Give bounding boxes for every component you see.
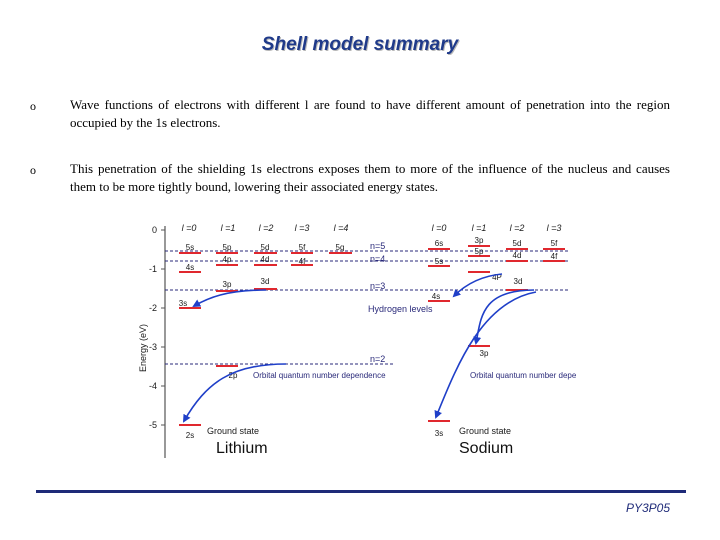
footer-course-code: PY3P05 [625, 501, 670, 515]
lithium-level-label: 3d [261, 277, 270, 286]
lithium-column-header: l =0 [182, 223, 197, 233]
y-tick-label: -5 [149, 420, 157, 430]
sodium-level-label: 5s [435, 257, 443, 266]
sodium-level-label: 5f [551, 239, 558, 248]
hydrogen-level-label: n=3 [370, 281, 385, 291]
sodium-level-label: 3p [480, 349, 489, 358]
lithium-level-label: 4p [223, 255, 232, 264]
lithium-level-label: 4f [299, 257, 306, 266]
lithium-level-label: 4d [261, 255, 270, 264]
lithium-penetration-arrow [192, 289, 267, 307]
sodium-level-label: 3d [514, 277, 523, 286]
bullet-text-penetration: Wave functions of electrons with differe… [70, 97, 670, 130]
sodium-orbital-note: Orbital quantum number dependence [470, 371, 576, 380]
lithium-level-label: 5p [223, 243, 232, 252]
sodium-level-label: 4f [551, 252, 558, 261]
footer-divider [36, 490, 686, 493]
sodium-level-label: 5d [513, 239, 522, 248]
sodium-column-header: l =0 [432, 223, 447, 233]
sodium-title: Sodium [459, 440, 513, 457]
lithium-orbital-note: Orbital quantum number dependence [253, 371, 386, 380]
lithium-level-label: 3p [223, 280, 232, 289]
sodium-level-label: 4s [432, 292, 440, 301]
lithium-level-label: 5s [186, 243, 194, 252]
y-tick-label: 0 [152, 225, 157, 235]
lithium-column-header: l =2 [259, 223, 274, 233]
sodium-column-header: l =1 [472, 223, 487, 233]
sodium-level-label: 4d [513, 251, 522, 260]
sodium-penetration-arrow [452, 273, 503, 298]
y-axis-label: Energy (eV) [138, 324, 148, 372]
bullet-marker: o [30, 163, 36, 177]
sodium-level-label: 3p [475, 236, 484, 245]
lithium-level-label: 4s [186, 263, 194, 272]
energy-level-diagram: 0 -1 -2 -3 -4 -5 Energy (eV) l =0 l =1 l… [138, 223, 576, 458]
lithium-title: Lithium [216, 440, 268, 457]
lithium-column-header: l =4 [334, 223, 349, 233]
y-tick-label: -1 [149, 264, 157, 274]
lithium-level-label: 3s [179, 299, 187, 308]
hydrogen-level-label: n=5 [370, 241, 385, 251]
sodium-ground-state-label: Ground state [459, 426, 511, 436]
lithium-level-label: 2p [229, 371, 238, 380]
lithium-column-header: l =1 [221, 223, 236, 233]
sodium-column-header: l =2 [510, 223, 525, 233]
sodium-level-label: 3s [435, 429, 443, 438]
hydrogen-level-label: n=4 [370, 254, 385, 264]
slide-title: Shell model summary [261, 34, 459, 55]
lithium-level-label: 5g [336, 243, 345, 252]
lithium-level-label: 5f [299, 243, 306, 252]
lithium-ground-arrow [182, 363, 287, 423]
sodium-ground-arrow [434, 291, 537, 419]
bullet-text-shielding: This penetration of the shielding 1s ele… [70, 161, 670, 194]
lithium-level-label: 2s [186, 431, 194, 440]
sodium-3p-arrow [473, 289, 535, 345]
sodium-column-header: l =3 [547, 223, 562, 233]
lithium-level-label: 5d [261, 243, 270, 252]
sodium-level-label: 4P [492, 273, 502, 282]
y-tick-label: -4 [149, 381, 157, 391]
lithium-column-header: l =3 [295, 223, 310, 233]
bullet-marker: o [30, 99, 36, 113]
lithium-ground-state-label: Ground state [207, 426, 259, 436]
y-tick-label: -2 [149, 303, 157, 313]
hydrogen-levels-label: Hydrogen levels [368, 304, 433, 314]
sodium-level-label: 5p [475, 247, 484, 256]
hydrogen-level-label: n=2 [370, 354, 385, 364]
y-tick-label: -3 [149, 342, 157, 352]
sodium-level-label: 6s [435, 239, 443, 248]
